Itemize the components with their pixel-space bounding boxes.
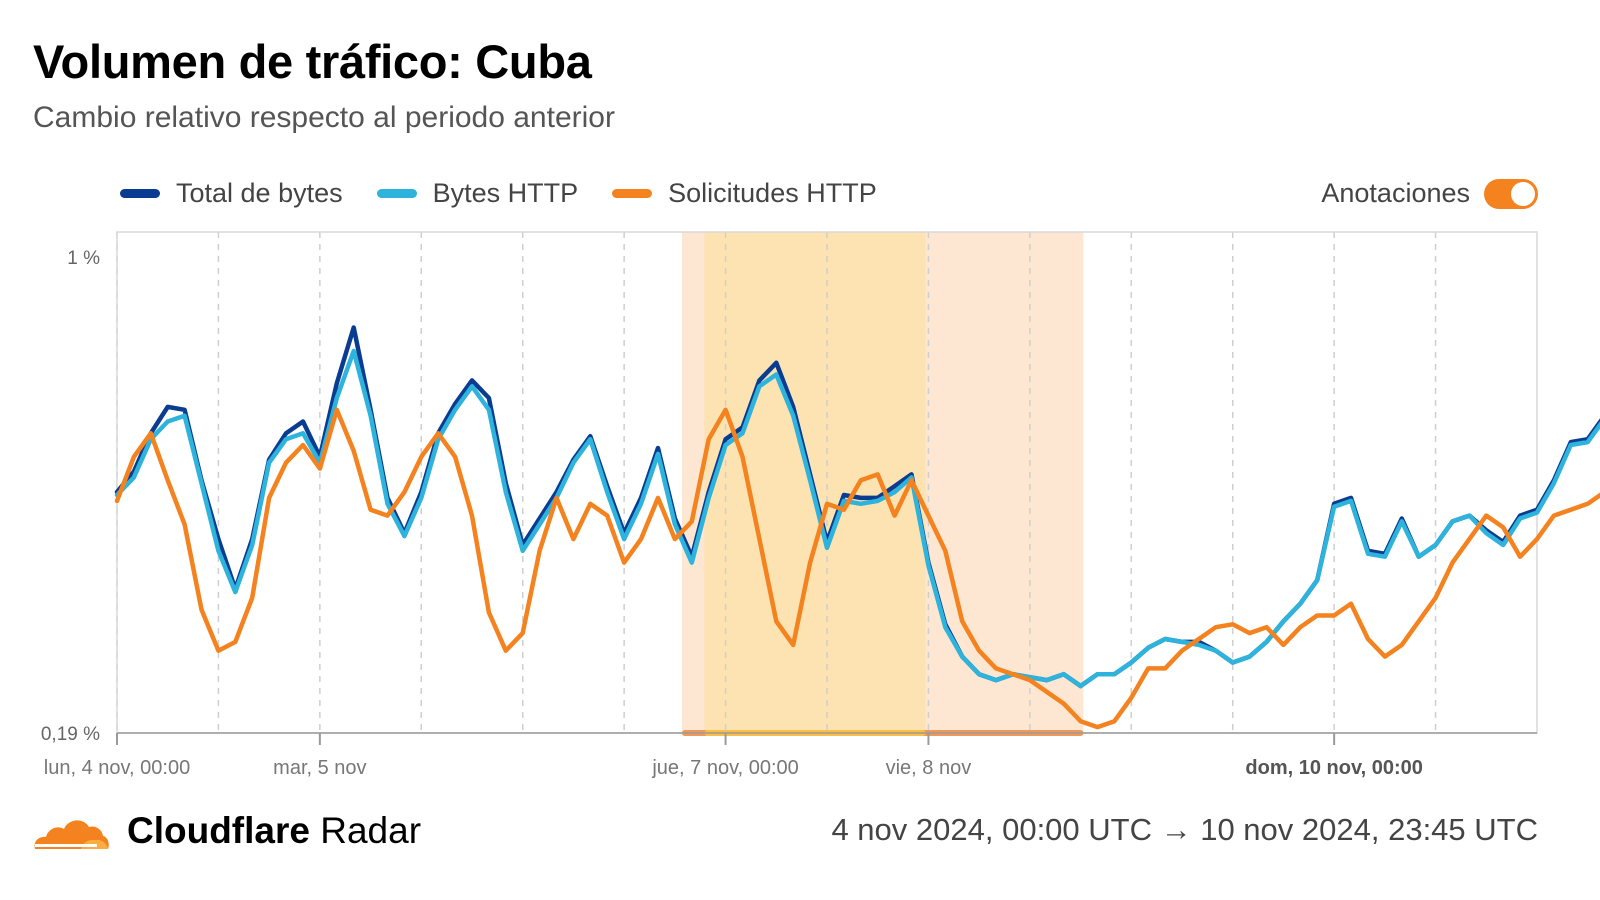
y-tick-label: 1 % (67, 248, 100, 269)
x-tick-label: mar, 5 nov (273, 757, 366, 779)
traffic-chart: 1 % 0,19 % lun, 4 nov, 00:00 mar, 5 nov jue,… (41, 231, 1600, 779)
chart-subtitle: Cambio relativo respecto al periodo ante… (33, 101, 615, 134)
legend-swatch (612, 189, 653, 198)
legend-item-http-requests[interactable]: Solicitudes HTTP (612, 178, 877, 209)
brand-bold: Cloudflare (127, 810, 310, 851)
legend-swatch (120, 189, 160, 198)
brand-name: Cloudflare Radar (127, 810, 421, 852)
legend-label: Bytes HTTP (432, 178, 579, 208)
annotations-toggle[interactable] (1484, 178, 1538, 209)
x-tick-label: vie, 8 nov (886, 757, 972, 779)
toggle-knob (1511, 181, 1535, 206)
y-tick-label: 0,19 % (41, 724, 100, 745)
legend-label: Total de bytes (176, 178, 343, 208)
cloudflare-logo: Cloudflare Radar (31, 810, 421, 852)
x-tick-label: dom, 10 nov, 00:00 (1245, 757, 1422, 779)
annotations-control: Anotaciones (1321, 178, 1538, 209)
cloud-icon (34, 820, 109, 849)
date-range: 4 nov 2024, 00:00 UTC → 10 nov 2024, 23:… (831, 812, 1538, 847)
x-tick-label: jue, 7 nov, 00:00 (651, 757, 798, 779)
legend: Total de bytes Bytes HTTP Solicitudes HT… (120, 178, 911, 209)
legend-item-http-bytes[interactable]: Bytes HTTP (376, 178, 579, 209)
series-line (114, 407, 1600, 730)
annotation-band (704, 232, 926, 733)
legend-item-total-bytes[interactable]: Total de bytes (120, 178, 343, 209)
series-line (114, 348, 1600, 689)
chart-title: Volumen de tráfico: Cuba (33, 35, 592, 88)
annotations-label: Anotaciones (1321, 178, 1470, 208)
x-tick-label: lun, 4 nov, 00:00 (44, 757, 190, 779)
legend-swatch (376, 189, 417, 198)
brand-light: Radar (320, 810, 422, 851)
legend-label: Solicitudes HTTP (668, 178, 877, 208)
